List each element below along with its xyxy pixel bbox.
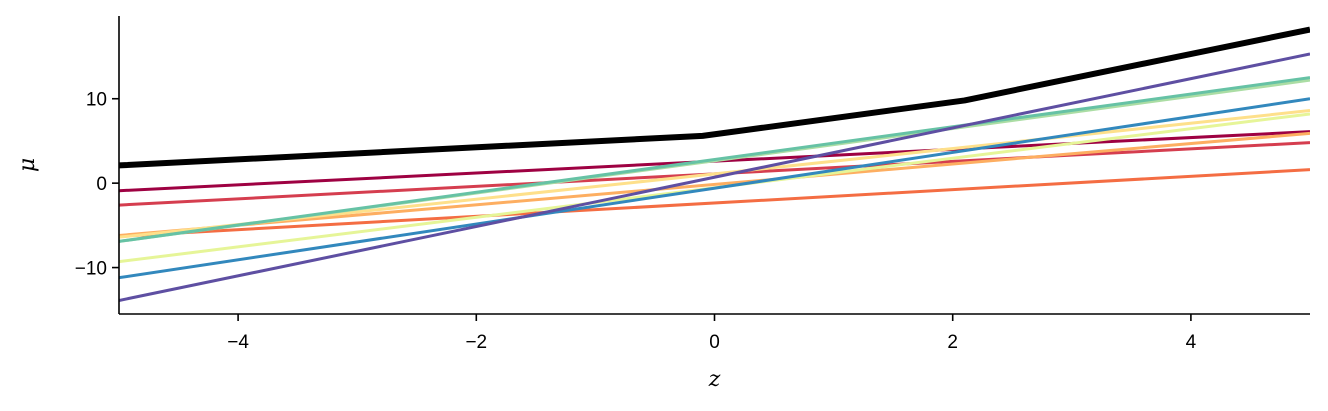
series-line-4 bbox=[119, 131, 1310, 237]
y-axis-label: μ bbox=[15, 158, 40, 172]
series-line-5 bbox=[119, 109, 1310, 239]
y-tick-label: 0 bbox=[96, 174, 107, 195]
x-tick-label: 2 bbox=[947, 332, 958, 353]
x-tick-label: 0 bbox=[709, 332, 720, 353]
x-axis-label: z bbox=[708, 367, 721, 392]
series-line-9 bbox=[119, 97, 1310, 280]
series-line-3 bbox=[119, 168, 1310, 238]
axes: −4 −2 0 2 4 −10 0 10 bbox=[75, 16, 1310, 353]
series-line-11 bbox=[119, 26, 1310, 169]
x-tick-label: −4 bbox=[227, 332, 249, 353]
y-tick-label: −10 bbox=[75, 259, 107, 280]
series-line-8 bbox=[119, 76, 1310, 243]
y-tick-label: 10 bbox=[86, 90, 107, 111]
x-tick-label: −2 bbox=[465, 332, 487, 353]
series-layer bbox=[119, 26, 1310, 302]
series-line-10 bbox=[119, 52, 1310, 302]
x-tick-label: 4 bbox=[1186, 332, 1197, 353]
